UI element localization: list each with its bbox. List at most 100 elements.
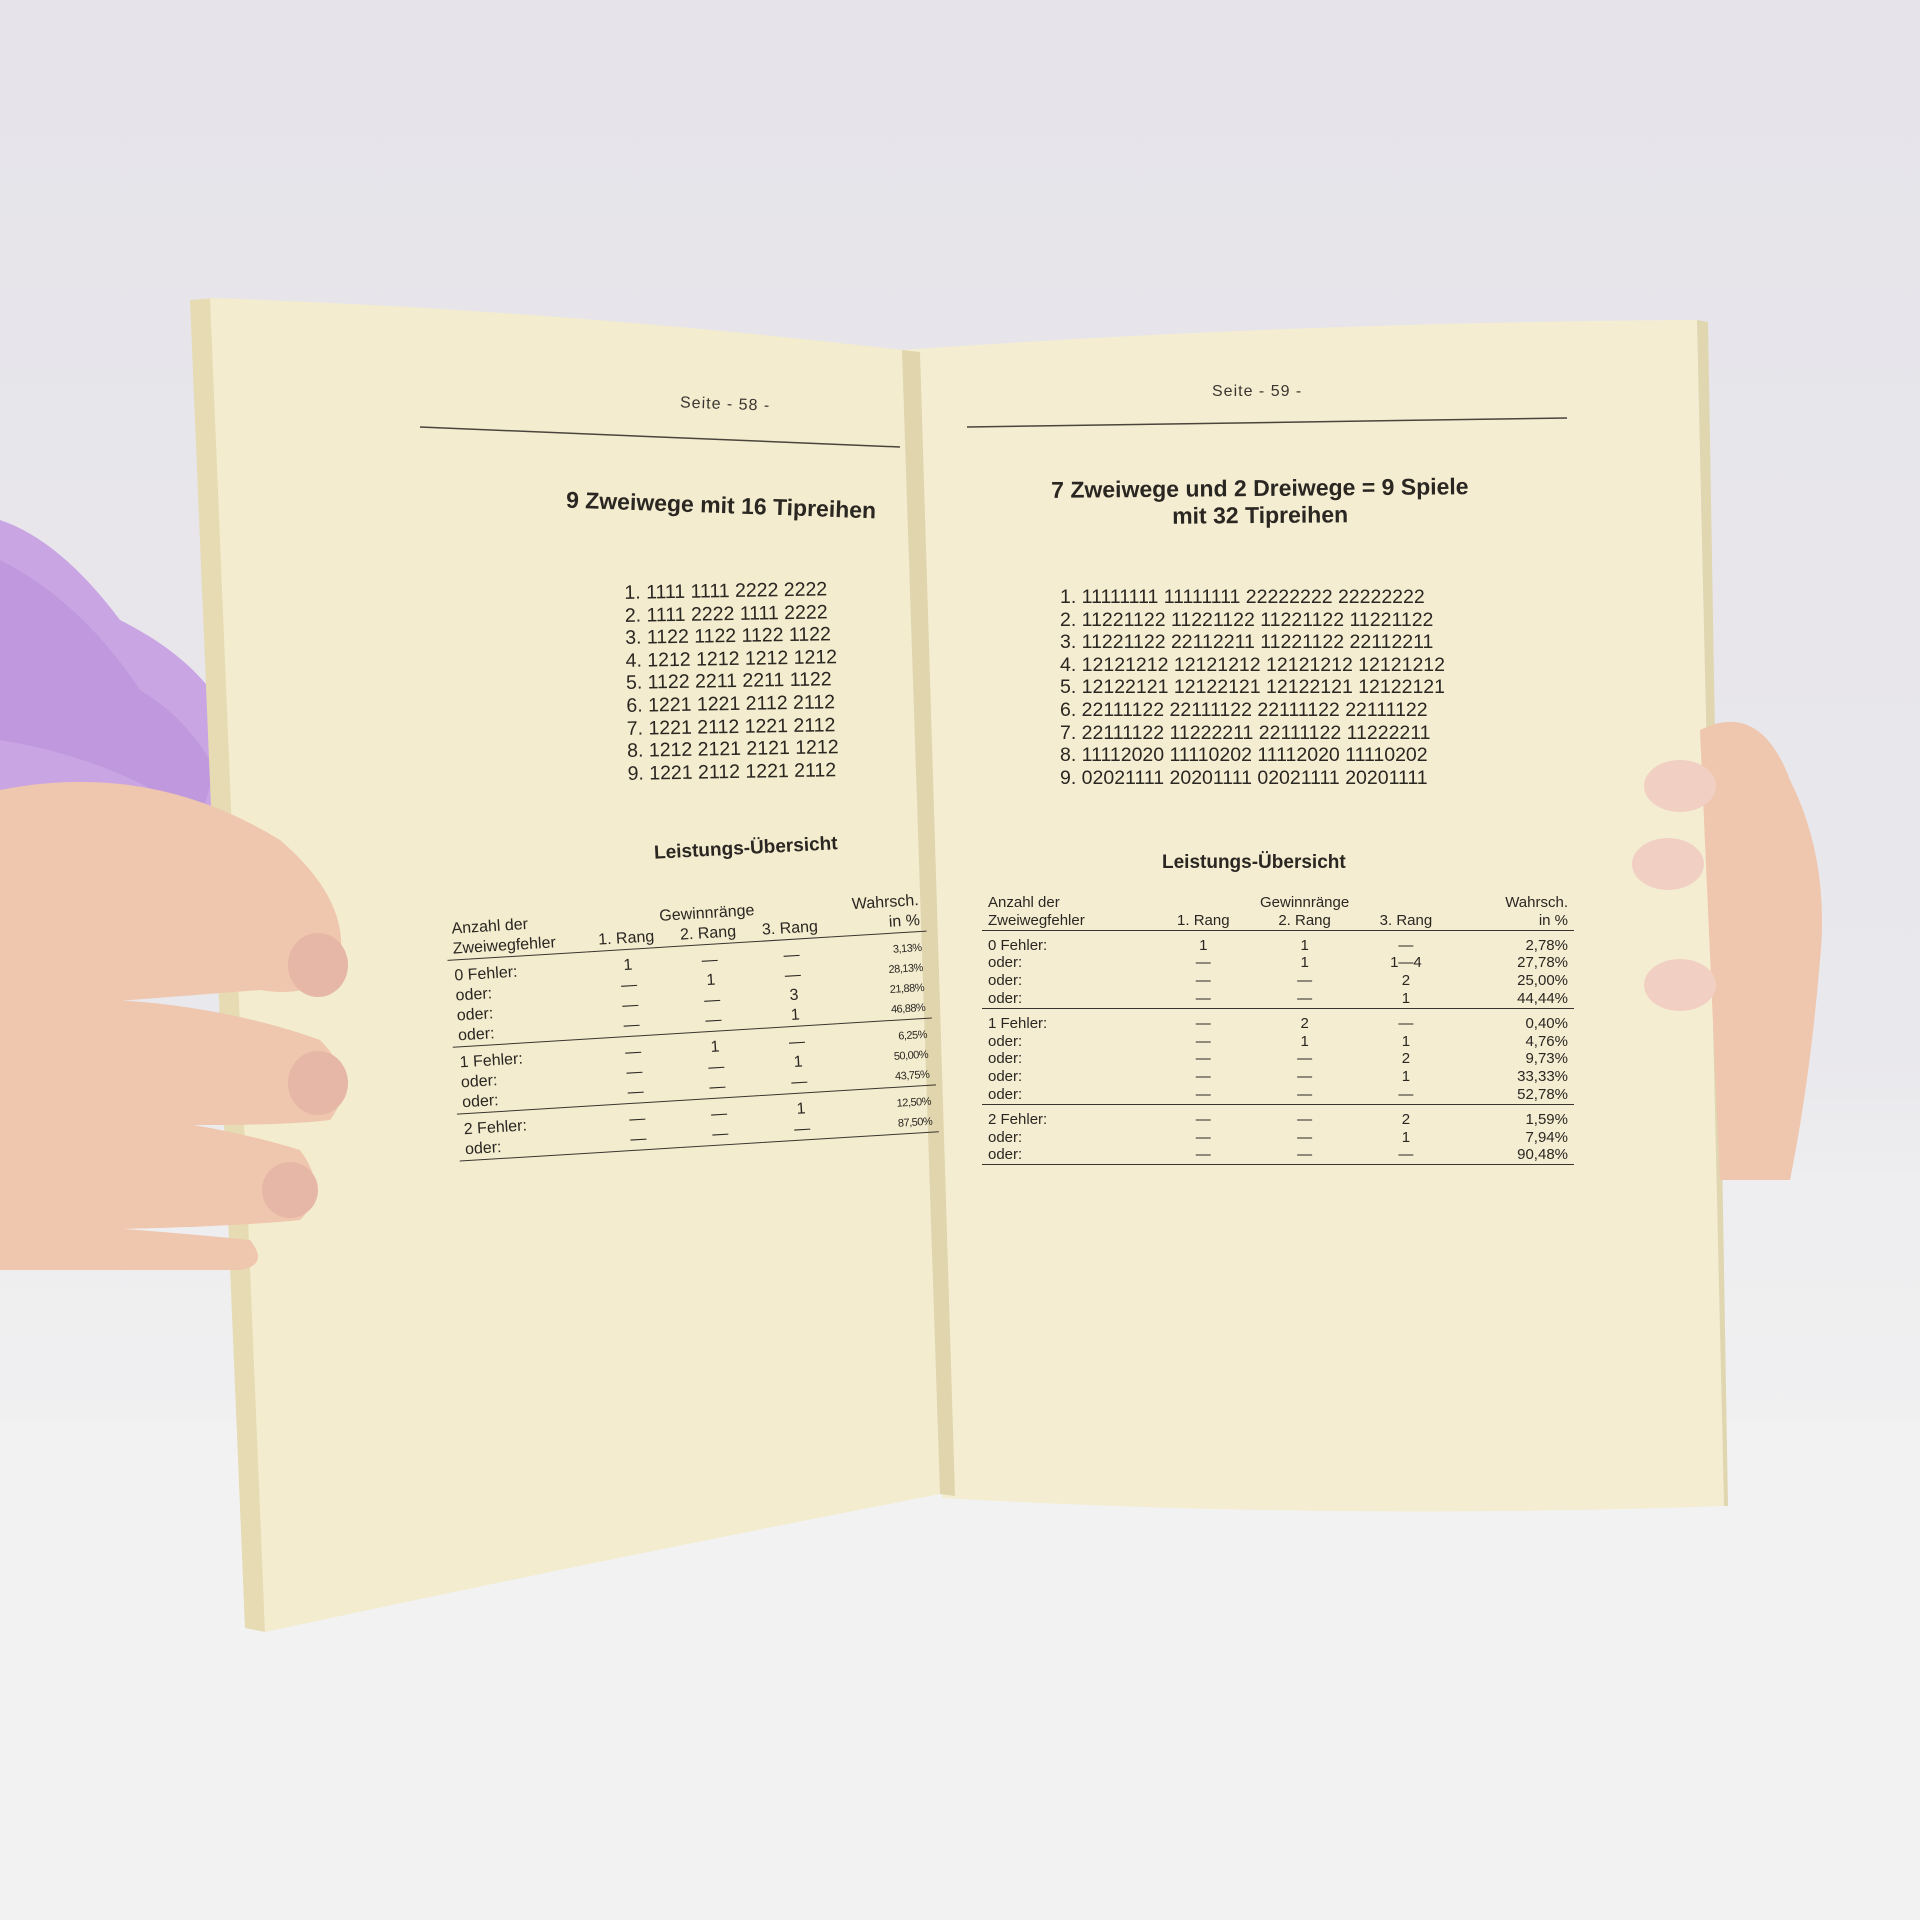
header-anzahl-line: Anzahl der [988,894,1060,911]
rank-1-value: — [1195,954,1211,972]
rank-2-value: 1 [1300,936,1309,954]
rank-2-value: 1 [1300,954,1309,972]
table-row: oder: — 1 1 4,76% [982,1033,1574,1051]
tip-row: 9. 02021111 20201111 02021111 20201111 [1060,766,1428,789]
probability-value: 33,33% [1517,1068,1568,1086]
divider-cell [982,1007,1574,1015]
summary-title: Leistungs-Übersicht [1162,852,1346,873]
row-label: oder: [988,954,1023,972]
rank-1-value: — [1195,1128,1211,1146]
divider-cell [982,1103,1574,1111]
rank-3-value: 2 [1401,1050,1411,1068]
rank-3-value: — [1398,1146,1414,1164]
rank-2-value: — [1297,1128,1313,1146]
probability-value: 25,00% [1517,972,1568,990]
table-row: oder: — — 1 33,33% [982,1068,1574,1086]
rank-2-value: — [1297,989,1313,1007]
probability-value: 4,76% [1525,1032,1568,1050]
table-row: 1 Fehler: — 2 — 0,40% [982,1015,1574,1033]
header-wahrsch-line: Wahrsch. [1505,894,1568,911]
rank-3-value: 1 [1401,989,1411,1007]
table-row: oder: — — 1 7,94% [982,1129,1574,1147]
row-label: oder: [988,1146,1023,1164]
row-label: 0 Fehler: [988,936,1048,954]
rank-3-value: 2 [1401,972,1411,990]
rank-2-value: — [1297,1068,1313,1086]
divider-cell [982,929,1574,937]
page-title: 7 Zweiwege und 2 Dreiwege = 9 Spiele mit… [1020,473,1500,531]
probability-value: 0,40% [1525,1014,1568,1032]
rank-3-value: 1 [1401,1128,1411,1146]
rank-2-value: 1 [1300,1032,1309,1050]
probability-value: 27,78% [1517,954,1568,972]
probability-value: 52,78% [1517,1085,1568,1103]
rank-2-value: — [1297,1110,1313,1128]
tip-row: 8. 11112020 11110202 11112020 11110202 [1060,744,1428,767]
right-header-rule [966,417,1568,428]
rank-3-value: 1 [1401,1032,1411,1050]
row-label: oder: [988,989,1023,1007]
tip-row: 4. 12121212 12121212 12121212 12121212 [1060,653,1445,676]
rank-1-value: — [1195,1085,1211,1103]
table-divider [982,1164,1574,1172]
rank-1-value: — [1195,989,1211,1007]
header-rank: 2. Rang [1278,911,1331,929]
table-row: oder: — — — 90,48% [982,1146,1574,1164]
row-label: oder: [988,1085,1023,1103]
table-row: oder: — 1 1—4 27,78% [982,954,1574,972]
rank-1-value: — [1195,1068,1211,1086]
header-wahrsch-line: in % [1538,911,1568,929]
table-header-row: Anzahl der Zweiwegfehler Gewinnränge Wahrsc… [982,894,1574,929]
row-label: 1 Fehler: [988,1014,1048,1032]
row-label: oder: [988,1068,1023,1086]
header-rank: 1. Rang [1177,911,1230,929]
rank-1-value: — [1195,1146,1211,1164]
table-row: oder: — — — 52,78% [982,1086,1574,1104]
tip-row: 6. 22111122 22111122 22111122 22111122 [1060,698,1428,721]
probability-value: 9,73% [1525,1050,1568,1068]
header-gewinnraenge: Gewinnränge [1259,894,1350,911]
rank-2-value: — [1297,1050,1313,1068]
rank-1-value: — [1195,1110,1211,1128]
right-hand [1632,721,1822,1180]
probability-value: 90,48% [1517,1146,1568,1164]
row-label: 2 Fehler: [988,1110,1048,1128]
page-number: Seite - 59 - [1212,383,1303,400]
rank-3-value: — [1398,936,1414,954]
rank-1-value: — [1195,1032,1211,1050]
spine-gutter [902,350,955,1496]
header-anzahl-line: Zweiwegfehler [988,911,1085,929]
table-row: 2 Fehler: — — 2 1,59% [982,1111,1574,1129]
rank-2-value: 2 [1300,1014,1309,1032]
rank-2-value: — [1297,1085,1313,1103]
tip-row: 5. 12122121 12122121 12122121 12122121 [1060,676,1445,699]
tip-rows-list: 1. 11111111 11111111 22222222 22222222 2.… [1060,586,1445,789]
table-row: oder: — — 1 44,44% [982,990,1574,1008]
row-label: oder: [988,1050,1023,1068]
rank-1-value: — [1195,972,1211,990]
sleeve-fold [0,560,215,820]
table-divider [982,1103,1574,1111]
left-header-rule [419,426,901,448]
table-header-row: 1. Rang 2. Rang 3. Rang [982,912,1574,930]
row-label: oder: [988,1032,1023,1050]
row-label: oder: [988,972,1023,990]
left-page [210,298,940,1632]
rank-3-value: 1 [1401,1068,1411,1086]
rank-3-value: — [1398,1014,1414,1032]
header-wahrsch: Wahrsch. in % [1457,894,1574,930]
probability-value: 44,44% [1517,989,1568,1007]
header-rank: 3. Rang [1379,911,1433,929]
table-row: 0 Fehler: 1 1 — 2,78% [982,937,1574,955]
probability-value: 7,94% [1525,1128,1568,1146]
rank-1-value: — [1195,1014,1211,1032]
header-anzahl: Anzahl der Zweiwegfehler [982,894,1153,930]
rank-3-value: — [1398,1085,1414,1103]
rank-1-value: 1 [1199,936,1208,954]
right-page [902,320,1724,1512]
tip-row: 3. 11221122 22112211 11221122 22112211 [1060,631,1434,654]
summary-table: Anzahl der Zweiwegfehler Gewinnränge Wahrsc… [982,894,1574,1172]
table-divider [982,1007,1574,1015]
summary-table-wrap: Anzahl der Zweiwegfehler Gewinnränge Wahrsc… [982,894,1574,1172]
